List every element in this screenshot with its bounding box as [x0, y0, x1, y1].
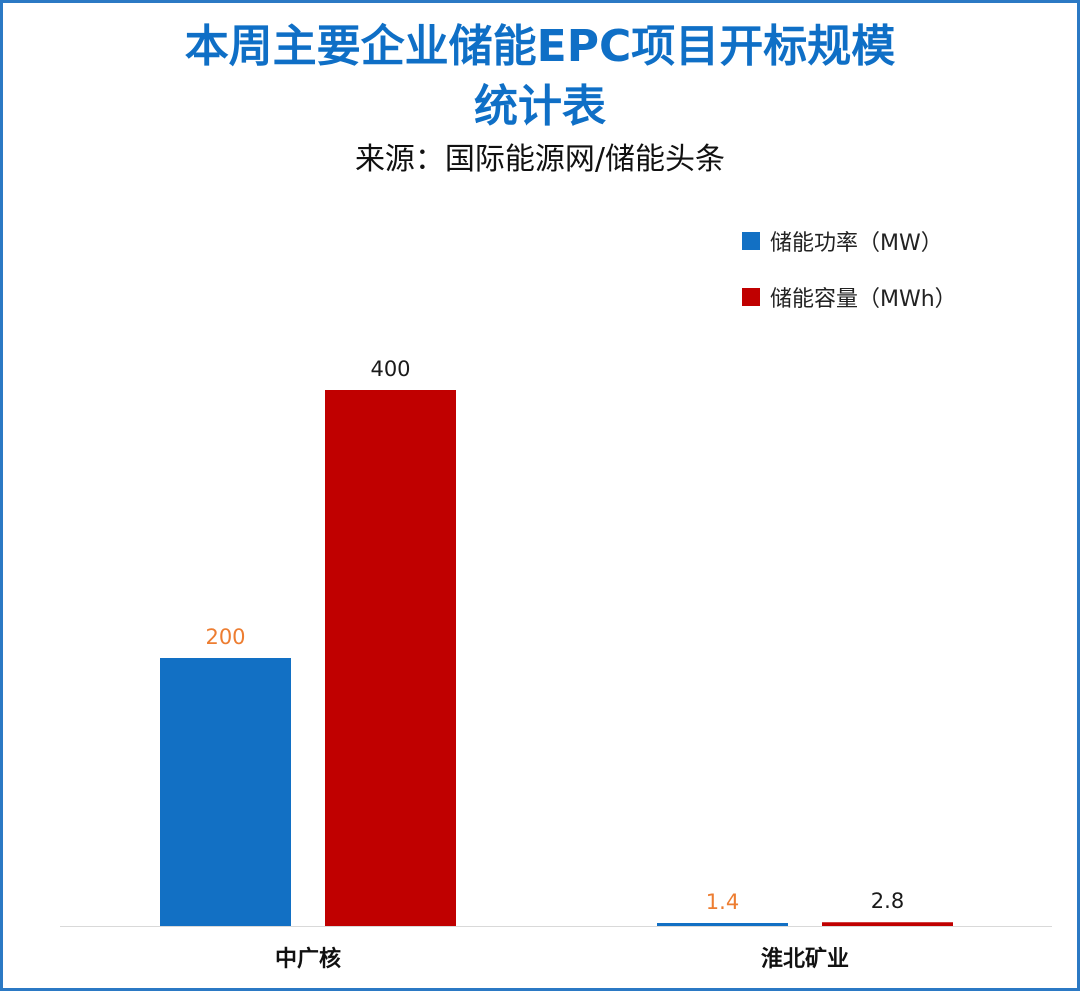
- bar-power-1: [160, 658, 291, 926]
- chart-title-line-2: 统计表: [474, 81, 606, 132]
- legend-label-power: 储能功率（MW）: [770, 231, 943, 256]
- data-label-power-2: 1.4: [706, 890, 739, 914]
- category-label-2: 淮北矿业: [761, 946, 849, 972]
- legend-item-capacity: 储能容量（MWh）: [742, 282, 957, 312]
- data-label-power-1: 200: [205, 625, 245, 649]
- bar-capacity-2: [822, 922, 953, 926]
- category-label-1: 中广核: [275, 946, 341, 972]
- chart-title-line-1: 本周主要企业储能EPC项目开标规模: [184, 21, 896, 72]
- data-label-capacity-2: 2.8: [871, 889, 904, 913]
- bar-capacity-1: [325, 390, 456, 926]
- bar-power-2: [657, 923, 788, 926]
- data-label-capacity-1: 400: [370, 357, 410, 381]
- legend-swatch-capacity: [742, 288, 760, 306]
- legend-label-capacity: 储能容量（MWh）: [770, 287, 957, 312]
- legend-swatch-power: [742, 232, 760, 250]
- legend-item-power: 储能功率（MW）: [742, 226, 943, 256]
- chart-subtitle: 来源：国际能源网/储能头条: [354, 142, 726, 177]
